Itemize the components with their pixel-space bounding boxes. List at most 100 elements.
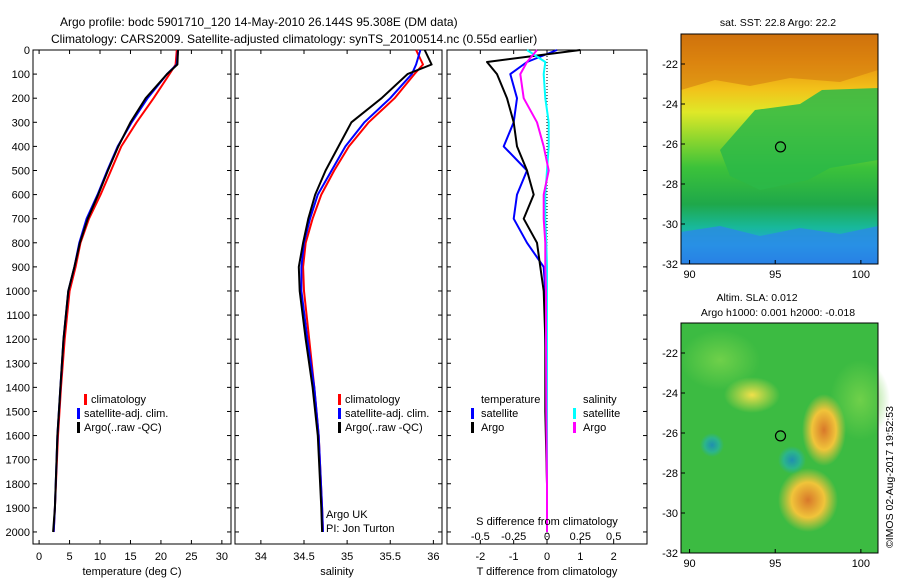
lat-tick-label: -26 bbox=[662, 428, 678, 440]
temperature-x-label: temperature (deg C) bbox=[82, 566, 181, 578]
salinity-diff-tick-label: -0.5 bbox=[471, 531, 490, 543]
x-tick-label: 1 bbox=[577, 551, 583, 563]
sst-map-panel: sat. SST: 22.8 Argo: 22.2 90 95 100 -22 -24 -… bbox=[662, 17, 879, 281]
temperature-plot-frame bbox=[32, 49, 232, 545]
y-tick-label: 1700 bbox=[6, 455, 30, 467]
sla-warm-eddy bbox=[802, 394, 846, 466]
x-tick-label: -2 bbox=[475, 551, 485, 563]
lon-tick-label: 95 bbox=[769, 269, 781, 281]
y-tick-label: 1900 bbox=[6, 503, 30, 515]
y-tick-label: 1800 bbox=[6, 479, 30, 491]
sla-cool-eddy bbox=[700, 433, 724, 457]
legend-swatch-argo bbox=[338, 422, 341, 433]
legend-swatch-satellite bbox=[338, 408, 341, 419]
y-tick-label: 1600 bbox=[6, 431, 30, 443]
x-tick-label: 20 bbox=[155, 551, 167, 563]
x-tick-label: 10 bbox=[94, 551, 106, 563]
salinity-axis-ticks: 34 34.5 35 35.5 36 bbox=[235, 49, 442, 563]
legend-label-sal-satellite: satellite bbox=[583, 408, 620, 420]
x-tick-label: 35.5 bbox=[380, 551, 401, 563]
legend-label-climatology: climatology bbox=[345, 394, 401, 406]
x-tick-label: 15 bbox=[124, 551, 136, 563]
lon-tick-label: 95 bbox=[769, 558, 781, 570]
salinity-legend: climatology satellite-adj. clim. Argo(..… bbox=[338, 394, 429, 434]
argo-location-marker bbox=[774, 141, 787, 153]
legend-label-argo: Argo(..raw -QC) bbox=[84, 422, 162, 434]
y-tick-label: 1300 bbox=[6, 358, 30, 370]
legend-swatch-temp-satellite bbox=[471, 408, 474, 419]
salinity-diff-tick-label: -0.25 bbox=[501, 531, 526, 543]
y-tick-label: 100 bbox=[12, 69, 30, 81]
sla-cool-eddy bbox=[778, 446, 806, 474]
y-tick-label: 800 bbox=[12, 238, 30, 250]
x-tick-label: 2 bbox=[611, 551, 617, 563]
sst-map-title: sat. SST: 22.8 Argo: 22.2 bbox=[720, 17, 836, 29]
salinity-plot-frame bbox=[234, 49, 443, 545]
sla-map-frame bbox=[680, 322, 879, 554]
salinity-diff-tick-label: 0 bbox=[544, 531, 550, 543]
temperature-axis-ticks: 0100200300400500600700800900100011001200… bbox=[6, 45, 231, 563]
x-tick-label: 5 bbox=[66, 551, 72, 563]
x-tick-label: 34.5 bbox=[293, 551, 314, 563]
legend-swatch-sal-argo bbox=[573, 422, 576, 433]
difference-axis-ticks: -2 -1 0 1 2 bbox=[447, 49, 647, 563]
difference-panel: -2 -1 0 1 2 temperature satellite Argo salin… bbox=[446, 49, 648, 578]
legend-label-satellite: satellite-adj. clim. bbox=[345, 408, 429, 420]
y-tick-label: 900 bbox=[12, 262, 30, 274]
lon-tick-label: 90 bbox=[683, 558, 695, 570]
legend-label-climatology: climatology bbox=[91, 394, 147, 406]
lat-tick-label: -24 bbox=[662, 99, 678, 111]
salinity-annotation-line-2: PI: Jon Turton bbox=[326, 523, 394, 535]
y-tick-label: 0 bbox=[24, 45, 30, 57]
legend-title-salinity: salinity bbox=[583, 394, 617, 406]
salinity-diff-tick-label: 0.5 bbox=[606, 531, 621, 543]
sla-green-blob bbox=[680, 330, 760, 390]
legend-swatch-climatology bbox=[84, 394, 87, 405]
header-line-2: Climatology: CARS2009. Satellite-adjuste… bbox=[51, 32, 537, 46]
salinity-lines bbox=[297, 49, 433, 533]
sla-warm-eddy bbox=[778, 468, 838, 532]
sst-map-frame bbox=[680, 33, 879, 265]
series-line-argo-raw-qc bbox=[297, 49, 433, 533]
y-tick-label: 1000 bbox=[6, 286, 30, 298]
lat-tick-label: -30 bbox=[662, 219, 678, 231]
lon-tick-label: 100 bbox=[852, 269, 870, 281]
y-tick-label: 300 bbox=[12, 117, 30, 129]
sst-cool-patch bbox=[720, 88, 878, 190]
y-tick-label: 1500 bbox=[6, 406, 30, 418]
y-tick-label: 500 bbox=[12, 165, 30, 177]
header-line-1: Argo profile: bodc 5901710_120 14-May-20… bbox=[60, 15, 458, 29]
lat-tick-label: -28 bbox=[662, 468, 678, 480]
sla-yellow-patch bbox=[724, 377, 780, 413]
lat-tick-label: -30 bbox=[662, 508, 678, 520]
y-tick-label: 1100 bbox=[6, 310, 30, 322]
legend-swatch-satellite bbox=[77, 408, 80, 419]
temperature-legend: climatology satellite-adj. clim. Argo(..… bbox=[77, 394, 168, 434]
legend-label-temp-argo: Argo bbox=[481, 422, 504, 434]
sla-map-panel: Altim. SLA: 0.012 Argo h1000: 0.001 h200… bbox=[662, 292, 890, 570]
salinity-x-label: salinity bbox=[320, 566, 354, 578]
lat-tick-label: -22 bbox=[662, 59, 678, 71]
series-line-salinity-argo bbox=[519, 49, 550, 532]
lat-tick-label: -32 bbox=[662, 259, 678, 271]
lat-tick-label: -24 bbox=[662, 388, 678, 400]
y-tick-label: 700 bbox=[12, 214, 30, 226]
x-tick-label: 25 bbox=[185, 551, 197, 563]
difference-x-label: T difference from climatology bbox=[477, 566, 618, 578]
lat-tick-label: -26 bbox=[662, 139, 678, 151]
series-line-satellite-adj-clim bbox=[300, 49, 422, 533]
x-tick-label: 36 bbox=[427, 551, 439, 563]
salinity-diff-tick-label: 0.25 bbox=[570, 531, 591, 543]
lat-tick-label: -28 bbox=[662, 179, 678, 191]
sla-map-ticks: 90 95 100 -22 -24 -26 -28 -30 -32 bbox=[662, 348, 870, 570]
legend-swatch-argo bbox=[77, 422, 80, 433]
lon-tick-label: 100 bbox=[852, 558, 870, 570]
sst-blue-patch bbox=[681, 226, 878, 264]
legend-swatch-climatology bbox=[338, 394, 341, 405]
legend-swatch-temp-argo bbox=[471, 422, 474, 433]
legend-label-satellite: satellite-adj. clim. bbox=[84, 408, 168, 420]
difference-salinity-tick-labels: -0.5 -0.25 0 0.25 0.5 bbox=[471, 531, 621, 543]
sst-map-ticks: 90 95 100 -22 -24 -26 -28 -30 -32 bbox=[662, 59, 870, 281]
legend-label-sal-argo: Argo bbox=[583, 422, 606, 434]
x-tick-label: 0 bbox=[544, 551, 550, 563]
